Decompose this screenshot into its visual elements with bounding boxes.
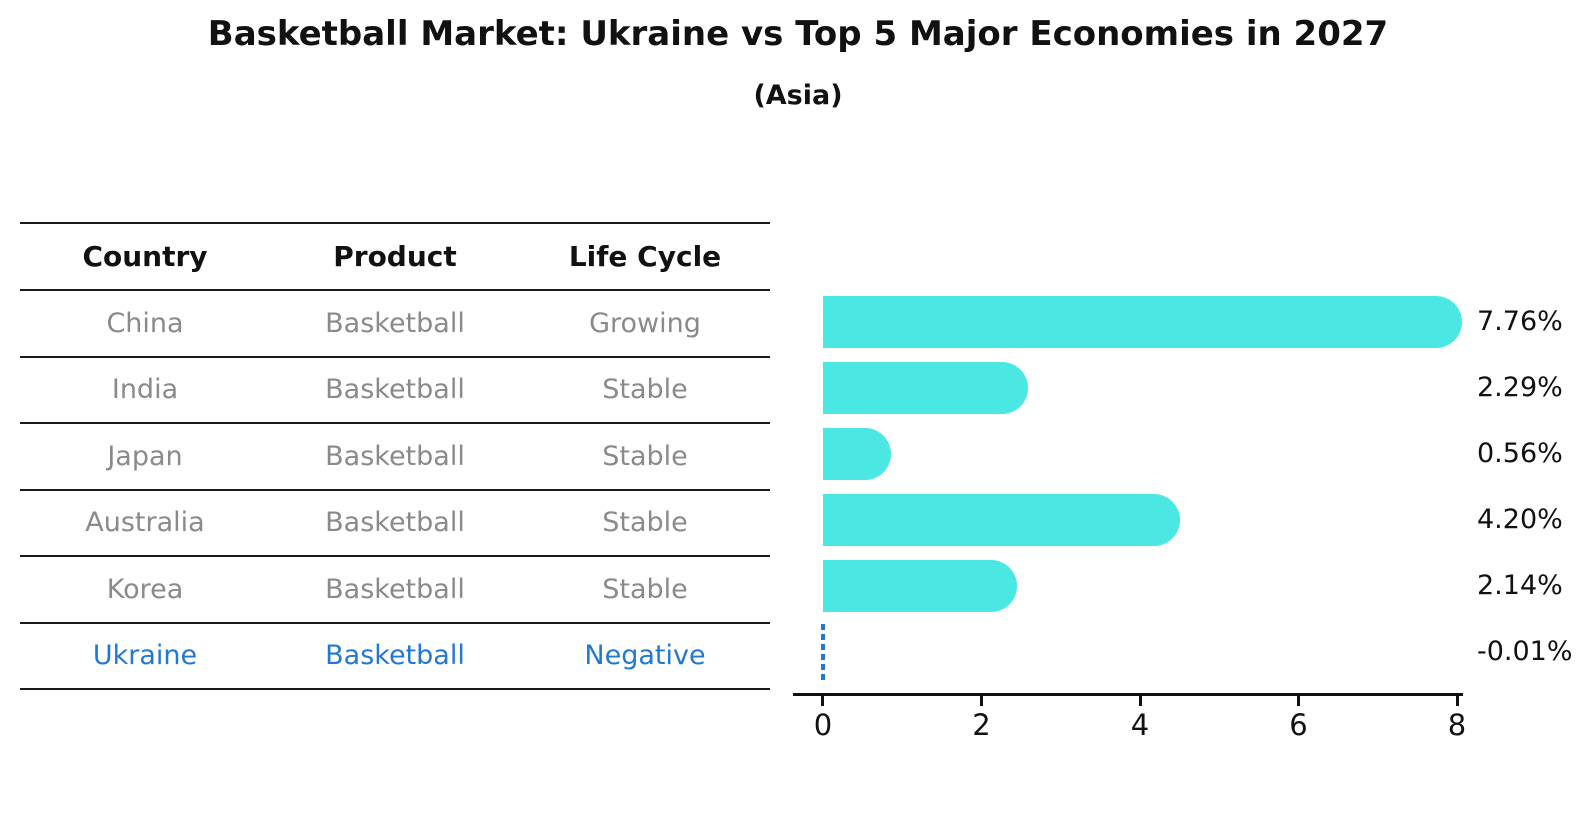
cell-country: Korea bbox=[106, 573, 184, 605]
x-axis-tick bbox=[980, 696, 983, 706]
cell-product: Basketball bbox=[325, 573, 465, 605]
table-row: Australia Basketball Stable bbox=[20, 491, 770, 557]
chart-subtitle: (Asia) bbox=[753, 80, 843, 111]
cell-product: Basketball bbox=[325, 307, 465, 339]
cell-product: Basketball bbox=[325, 440, 465, 472]
cell-life-cycle: Stable bbox=[602, 573, 688, 605]
x-axis-tick-label: 2 bbox=[972, 708, 991, 742]
cell-life-cycle: Stable bbox=[602, 440, 688, 472]
x-axis-tick-label: 6 bbox=[1289, 708, 1308, 742]
bar-japan bbox=[823, 428, 892, 480]
cell-life-cycle: Negative bbox=[584, 640, 706, 672]
bar-australia bbox=[823, 494, 1180, 546]
cell-country: India bbox=[111, 374, 179, 406]
cell-country: China bbox=[106, 307, 184, 339]
table-header-row: Country Product Life Cycle bbox=[20, 222, 770, 291]
bar-korea bbox=[823, 560, 1017, 612]
chart-title: Basketball Market: Ukraine vs Top 5 Majo… bbox=[207, 14, 1389, 54]
table-row: Japan Basketball Stable bbox=[20, 424, 770, 491]
x-axis-tick-label: 0 bbox=[813, 708, 833, 742]
x-axis-line bbox=[793, 693, 1463, 696]
value-label-korea: 2.14% bbox=[1477, 570, 1563, 601]
ukraine-negative-dashed-marker bbox=[821, 624, 825, 681]
cell-country: Australia bbox=[85, 507, 205, 539]
table-row: China Basketball Growing bbox=[20, 291, 770, 358]
column-header-country: Country bbox=[82, 240, 208, 273]
cell-country: Ukraine bbox=[92, 640, 198, 672]
column-header-life-cycle: Life Cycle bbox=[568, 240, 722, 273]
value-label-australia: 4.20% bbox=[1477, 504, 1563, 535]
bar-china bbox=[823, 296, 1462, 348]
cell-life-cycle: Growing bbox=[589, 307, 701, 339]
cell-product: Basketball bbox=[325, 507, 465, 539]
x-axis-tick-label: 8 bbox=[1447, 708, 1467, 742]
x-axis-tick bbox=[1297, 696, 1300, 706]
table-row: India Basketball Stable bbox=[20, 358, 770, 424]
table-row-ukraine-highlight: Ukraine Basketball Negative bbox=[20, 624, 770, 690]
country-table: Country Product Life Cycle China Basketb… bbox=[20, 222, 770, 690]
column-header-product: Product bbox=[333, 240, 457, 273]
cell-product: Basketball bbox=[325, 640, 465, 672]
x-axis-tick bbox=[1138, 696, 1142, 706]
table-row: Korea Basketball Stable bbox=[20, 557, 770, 624]
x-axis-tick bbox=[1455, 696, 1459, 706]
x-axis-tick bbox=[821, 696, 824, 706]
cell-life-cycle: Stable bbox=[602, 507, 688, 539]
value-label-japan: 0.56% bbox=[1477, 438, 1563, 469]
cell-life-cycle: Stable bbox=[602, 374, 688, 406]
cell-country: Japan bbox=[107, 440, 183, 472]
x-axis-tick-label: 4 bbox=[1130, 708, 1150, 742]
bar-india bbox=[823, 362, 1029, 414]
value-label-india: 2.29% bbox=[1477, 372, 1563, 403]
cell-product: Basketball bbox=[325, 374, 465, 406]
value-label-ukraine: -0.01% bbox=[1477, 636, 1573, 667]
value-label-china: 7.76% bbox=[1477, 306, 1563, 337]
